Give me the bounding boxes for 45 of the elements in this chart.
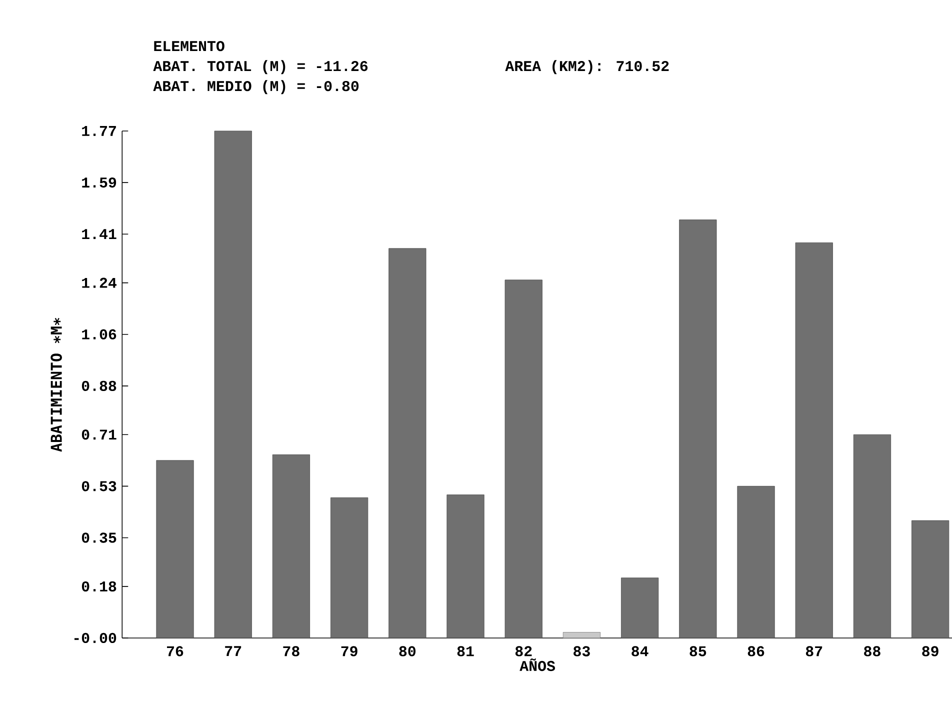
y-tick-label: 1.77 (82, 126, 116, 136)
text: ABAT. MEDIO (M) = -0.80 (153, 80, 359, 94)
x-tick-label: 82 (515, 646, 532, 656)
x-tick-label: 76 (166, 646, 184, 656)
y-axis-title: ABATIMIENTO ∗M∗ (50, 318, 62, 452)
bar (214, 130, 252, 638)
x-tick-label: 83 (574, 646, 590, 656)
bar (272, 454, 310, 638)
bar (504, 280, 542, 638)
y-tick-label: 0.18 (82, 581, 116, 592)
x-tick-label: 87 (806, 646, 822, 656)
x-tick-label: 79 (341, 646, 358, 656)
text: ABAT. TOTAL (M) = -11.26 (153, 60, 368, 74)
y-tick-label: 1.59 (82, 177, 116, 188)
bar (853, 434, 892, 638)
bar (156, 460, 194, 638)
x-tick-label: 81 (457, 646, 474, 656)
bar (912, 520, 950, 638)
y-tick-label: 0.53 (82, 481, 116, 492)
chart-title: ELEMENTO (154, 40, 224, 52)
x-tick-label: 88 (864, 646, 880, 656)
y-tick-label: 0.71 (82, 430, 116, 440)
y-tick-label: 1.06 (82, 329, 116, 340)
y-tick-label: 1.41 (82, 229, 116, 240)
bar (388, 248, 426, 638)
text: AREA (KM2): 710.52 (505, 60, 669, 74)
x-tick-label: 85 (690, 646, 706, 656)
bar (795, 242, 833, 638)
x-tick-label: 89 (922, 646, 938, 656)
x-tick-label: 77 (225, 646, 242, 656)
bar (446, 494, 484, 638)
y-tick-label: 1.24 (82, 278, 116, 288)
x-tick-label: 86 (748, 646, 764, 656)
x-axis-title: AÑOS (520, 658, 556, 672)
bar (330, 497, 368, 638)
x-tick-label: 78 (283, 646, 300, 656)
y-tick-label: 0.35 (82, 532, 116, 543)
bar (562, 632, 601, 638)
x-tick-label: 80 (399, 646, 416, 656)
y-tick-label: 0.88 (82, 380, 116, 391)
bar (679, 220, 717, 638)
bar (737, 486, 775, 638)
x-tick-label: 84 (632, 646, 648, 656)
y-tick-label: -0.00 (74, 632, 116, 644)
bar (621, 578, 659, 638)
